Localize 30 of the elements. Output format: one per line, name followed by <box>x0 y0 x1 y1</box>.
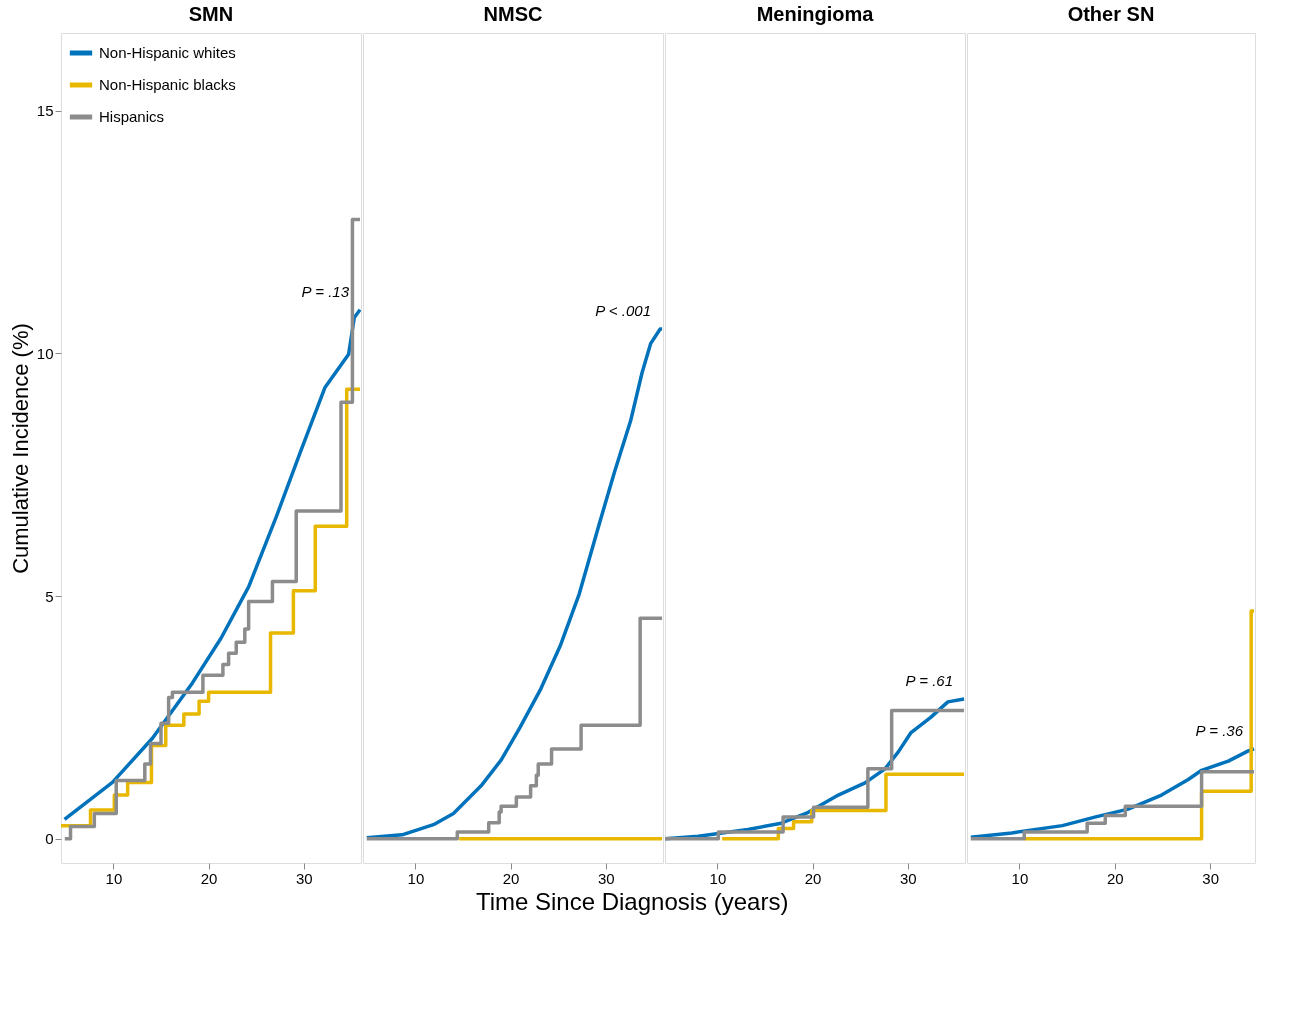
x-tick-label: 20 <box>804 869 822 887</box>
chart-title: Other SN <box>1067 3 1155 25</box>
y-axis-title: Cumulative Incidence (%) <box>7 323 33 574</box>
x-tick-label: 10 <box>105 869 123 887</box>
chart-title: Meningioma <box>756 3 875 25</box>
legend-label: Non-Hispanic whites <box>99 44 236 61</box>
y-tick-label: 0 <box>45 830 54 848</box>
chart-title: SMN <box>188 3 234 25</box>
x-tick-label: 10 <box>407 869 425 887</box>
annotation: P = .36 <box>1195 721 1244 739</box>
annotation: P < .001 <box>595 302 651 320</box>
x-tick-label: 20 <box>200 869 218 887</box>
x-tick-label: 20 <box>502 869 520 887</box>
x-tick-label: 10 <box>1011 869 1029 887</box>
annotation: P = .13 <box>301 282 350 300</box>
x-axis-title: Time Since Diagnosis (years) <box>475 887 789 915</box>
line-series <box>62 307 361 822</box>
annotation: P = .61 <box>905 671 953 689</box>
y-tick-label: 5 <box>45 587 54 605</box>
x-tick-label: 30 <box>598 869 615 887</box>
x-tick-label: 30 <box>1202 869 1220 887</box>
x-tick-label: 20 <box>1106 869 1124 887</box>
y-tick-label: 10 <box>36 344 54 362</box>
x-tick-label: 10 <box>709 869 727 887</box>
x-tick-label: 30 <box>900 869 917 887</box>
x-tick-label: 30 <box>296 869 313 887</box>
chart-title: NMSC <box>483 3 543 25</box>
legend-label: Non-Hispanic blacks <box>99 76 236 93</box>
legend-label: Hispanics <box>99 108 165 125</box>
y-tick-label: 15 <box>36 102 54 120</box>
